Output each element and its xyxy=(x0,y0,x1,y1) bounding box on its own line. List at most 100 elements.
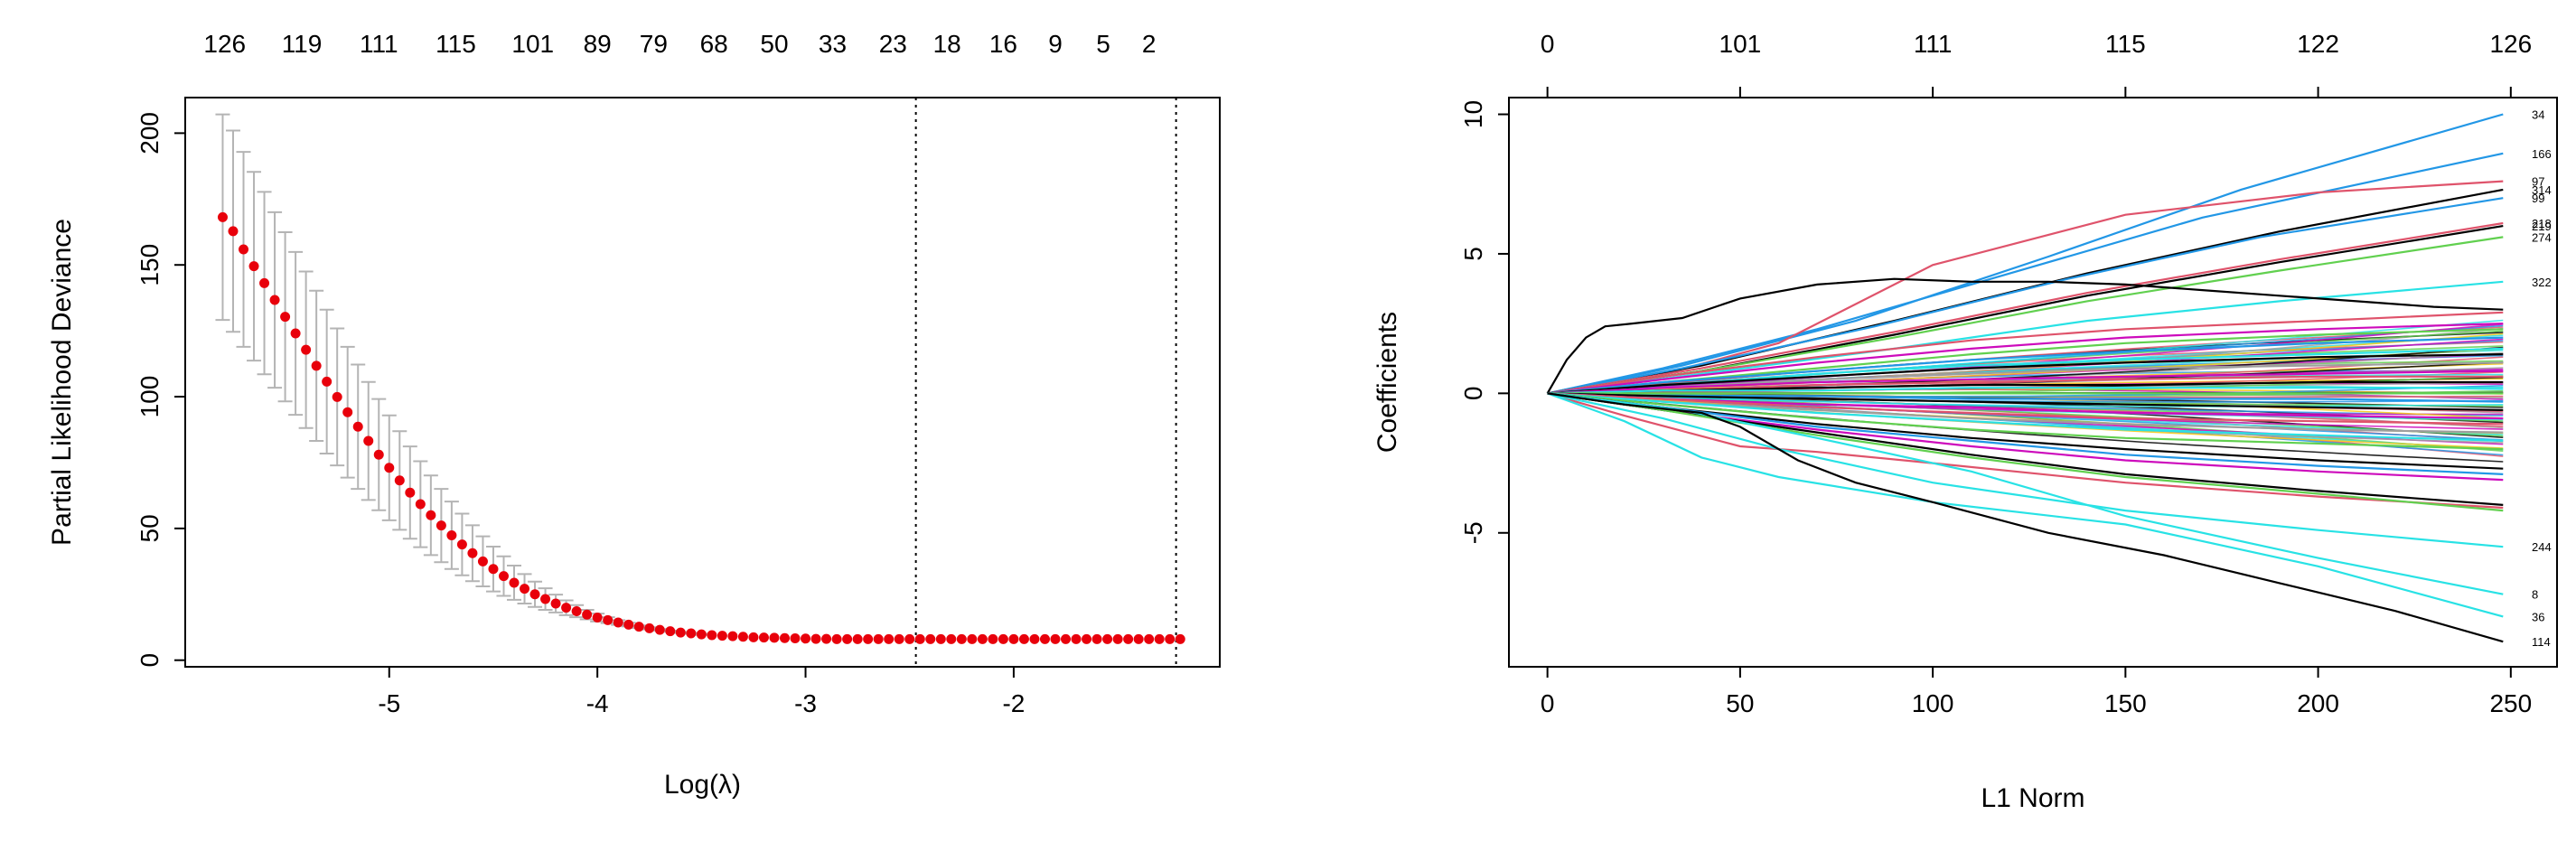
deviance-point-38 xyxy=(613,617,623,628)
deviance-point-10 xyxy=(322,376,333,387)
deviance-point-40 xyxy=(633,622,644,632)
x-axis-title: L1 Norm xyxy=(1981,783,2084,813)
variable-label-36: 36 xyxy=(2532,610,2544,623)
top-axis-label-3: 115 xyxy=(436,30,476,58)
top-axis-label-4: 101 xyxy=(511,30,554,58)
deviance-point-74 xyxy=(988,633,998,644)
deviance-point-72 xyxy=(967,633,978,644)
coefficient-path-d19 xyxy=(1547,392,2504,451)
deviance-point-47 xyxy=(707,630,717,641)
top-axis-label-0: 0 xyxy=(1541,30,1555,58)
top-axis-label-1: 101 xyxy=(1719,30,1762,58)
variable-label-8: 8 xyxy=(2532,588,2538,602)
deviance-point-2 xyxy=(239,244,249,255)
deviance-point-35 xyxy=(582,609,593,620)
top-axis-label-13: 9 xyxy=(1048,30,1063,58)
deviance-point-5 xyxy=(269,295,280,305)
variable-label-314: 314 xyxy=(2532,183,2552,197)
deviance-point-7 xyxy=(290,328,301,339)
deviance-point-92 xyxy=(1175,633,1185,644)
top-axis-label-10: 23 xyxy=(879,30,907,58)
y-tick-label-2: 100 xyxy=(136,376,164,418)
variable-label-218: 218 xyxy=(2532,217,2552,230)
deviance-point-16 xyxy=(384,463,395,473)
x-tick-label-4: 200 xyxy=(2297,689,2339,717)
cv-deviance-plot: -5 -4 -3 -2 0 50 100 150 200 126 119 111 115 101 89 79 6… xyxy=(47,30,1221,800)
deviance-point-22 xyxy=(446,529,457,540)
deviance-point-86 xyxy=(1112,633,1123,644)
y-tick-label-2: 5 xyxy=(1459,247,1487,261)
deviance-point-28 xyxy=(509,577,520,588)
deviance-point-79 xyxy=(1039,633,1050,644)
deviance-point-19 xyxy=(415,499,426,510)
deviance-point-81 xyxy=(1061,633,1072,644)
plot-frame xyxy=(184,97,1221,668)
deviance-point-13 xyxy=(352,421,363,432)
top-axis-label-14: 5 xyxy=(1096,30,1110,58)
deviance-point-1 xyxy=(228,226,239,237)
coefficient-path-d18 xyxy=(1547,392,2504,442)
deviance-point-54 xyxy=(780,632,791,643)
top-axis-label-3: 115 xyxy=(2105,30,2146,58)
coefficient-path-filler-28 xyxy=(1547,392,2504,407)
top-axis-label-2: 111 xyxy=(1914,30,1953,58)
top-axis-label-2: 111 xyxy=(360,30,398,58)
deviance-point-66 xyxy=(904,633,915,644)
top-axis-label-0: 126 xyxy=(203,30,246,58)
coefficient-path-d6 xyxy=(1547,353,2504,395)
top-axis-label-8: 50 xyxy=(760,30,788,58)
deviance-point-88 xyxy=(1133,633,1144,644)
deviance-point-83 xyxy=(1082,633,1092,644)
coefficient-paths xyxy=(1546,113,2504,643)
deviance-point-52 xyxy=(758,632,769,643)
deviance-point-23 xyxy=(456,539,467,550)
deviance-point-27 xyxy=(498,571,509,582)
deviance-point-15 xyxy=(373,449,384,460)
x-tick-label-5: 250 xyxy=(2489,689,2532,717)
x-tick-label-3: -2 xyxy=(1002,689,1025,717)
variable-label-244: 244 xyxy=(2532,540,2552,554)
deviance-point-73 xyxy=(977,633,988,644)
coefficient-path-218 xyxy=(1547,221,2504,395)
deviance-point-24 xyxy=(467,548,478,558)
coefficient-path-166 xyxy=(1547,152,2504,395)
top-axis-label-1: 119 xyxy=(282,30,323,58)
deviance-point-57 xyxy=(810,633,821,644)
deviance-point-90 xyxy=(1154,633,1165,644)
deviance-point-43 xyxy=(665,626,676,637)
coefficient-path-36 xyxy=(1547,392,2504,618)
deviance-point-76 xyxy=(1008,633,1019,644)
deviance-point-41 xyxy=(644,623,655,633)
coefficient-path-k1 xyxy=(1546,277,2504,394)
deviance-point-31 xyxy=(540,594,551,604)
deviance-point-17 xyxy=(394,475,405,486)
x-axis-title: Log(λ) xyxy=(664,770,741,800)
deviance-point-56 xyxy=(801,633,811,644)
deviance-point-45 xyxy=(686,628,697,639)
y-tick-label-1: 0 xyxy=(1459,387,1487,401)
deviance-point-59 xyxy=(831,633,842,644)
deviance-point-71 xyxy=(956,633,967,644)
x-tick-label-1: 50 xyxy=(1726,689,1754,717)
variable-label-166: 166 xyxy=(2532,147,2552,161)
deviance-point-36 xyxy=(592,612,603,623)
deviance-point-48 xyxy=(717,631,727,641)
deviance-point-42 xyxy=(654,624,665,635)
deviance-point-84 xyxy=(1091,633,1102,644)
coefficient-path-plot: 0 50 100 150 200 250 0 101 111 115 122 126 -5 0 5 10 L1 … xyxy=(1372,30,2558,813)
plot-frame xyxy=(1508,97,2558,668)
deviance-point-61 xyxy=(852,633,863,644)
deviance-point-4 xyxy=(259,277,270,288)
deviance-point-64 xyxy=(884,633,895,644)
coefficient-path-99 xyxy=(1547,197,2504,395)
deviance-point-87 xyxy=(1123,633,1134,644)
deviance-point-21 xyxy=(436,520,446,531)
deviance-point-0 xyxy=(217,211,228,222)
y-tick-label-0: -5 xyxy=(1459,521,1487,544)
variable-label-322: 322 xyxy=(2532,276,2552,289)
deviance-point-63 xyxy=(873,633,884,644)
top-axis-label-5: 126 xyxy=(2489,30,2532,58)
variable-label-97: 97 xyxy=(2532,175,2544,189)
top-axis-label-7: 68 xyxy=(700,30,728,58)
x-tick-label-2: 100 xyxy=(1912,689,1954,717)
